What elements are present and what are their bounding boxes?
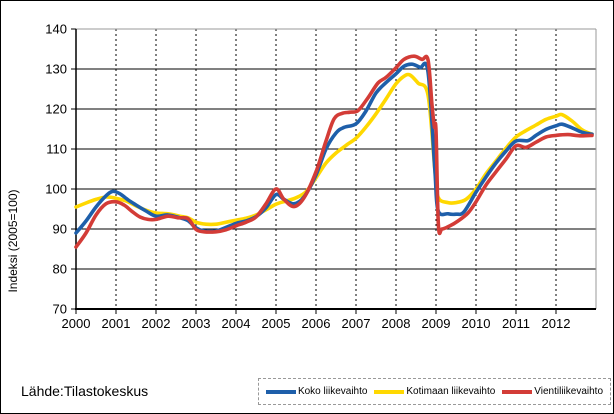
- y-tick-label: 90: [53, 222, 67, 237]
- legend-swatch-kotimaan-liikevaihto: [374, 389, 405, 394]
- legend-item-kotimaan-liikevaihto: Kotimaan liikevaihto: [374, 386, 495, 397]
- y-tick-label: 120: [45, 102, 67, 117]
- x-tick-label: 2011: [502, 316, 530, 331]
- y-tick-label: 140: [45, 22, 67, 37]
- y-tick-label: 130: [45, 62, 67, 77]
- series-line-koko-liikevaihto: [74, 61, 594, 235]
- x-tick-label: 2002: [142, 316, 171, 331]
- x-tick-label: 2010: [462, 316, 491, 331]
- legend-item-koko-liikevaihto: Koko liikevaihto: [265, 386, 368, 397]
- x-tick-label: 2012: [542, 316, 571, 331]
- legend-swatch-vientiliikevaihto: [502, 389, 533, 394]
- y-tick-label: 110: [46, 142, 67, 157]
- legend-item-vientiliikevaihto: Vientiliikevaihto: [502, 386, 603, 397]
- x-tick-label: 2007: [342, 316, 371, 331]
- y-axis-title: Indeksi (2005=100): [6, 189, 20, 293]
- legend-label-koko-liikevaihto: Koko liikevaihto: [297, 386, 368, 397]
- legend-swatch-koko-liikevaihto: [265, 389, 296, 394]
- legend-box: Koko liikevaihto Kotimaan liikevaihto Vi…: [258, 378, 611, 405]
- legend-label-kotimaan-liikevaihto: Kotimaan liikevaihto: [406, 386, 496, 397]
- x-tick-label: 2008: [382, 316, 411, 331]
- legend-label-vientiliikevaihto: Vientiliikevaihto: [534, 386, 604, 397]
- y-tick-label: 70: [53, 302, 67, 317]
- x-tick-label: 2000: [62, 316, 91, 331]
- x-tick-label: 2004: [222, 316, 251, 331]
- y-tick-label: 80: [53, 262, 67, 277]
- series-line-vientiliikevaihto: [74, 54, 594, 249]
- x-tick-label: 2009: [422, 316, 451, 331]
- x-tick-label: 2003: [182, 316, 211, 331]
- x-tick-label: 2006: [302, 316, 331, 331]
- x-tick-label: 2001: [102, 316, 131, 331]
- source-label: Lähde:Tilastokeskus: [21, 383, 149, 399]
- x-tick-label: 2005: [262, 316, 291, 331]
- y-tick-label: 100: [45, 182, 67, 197]
